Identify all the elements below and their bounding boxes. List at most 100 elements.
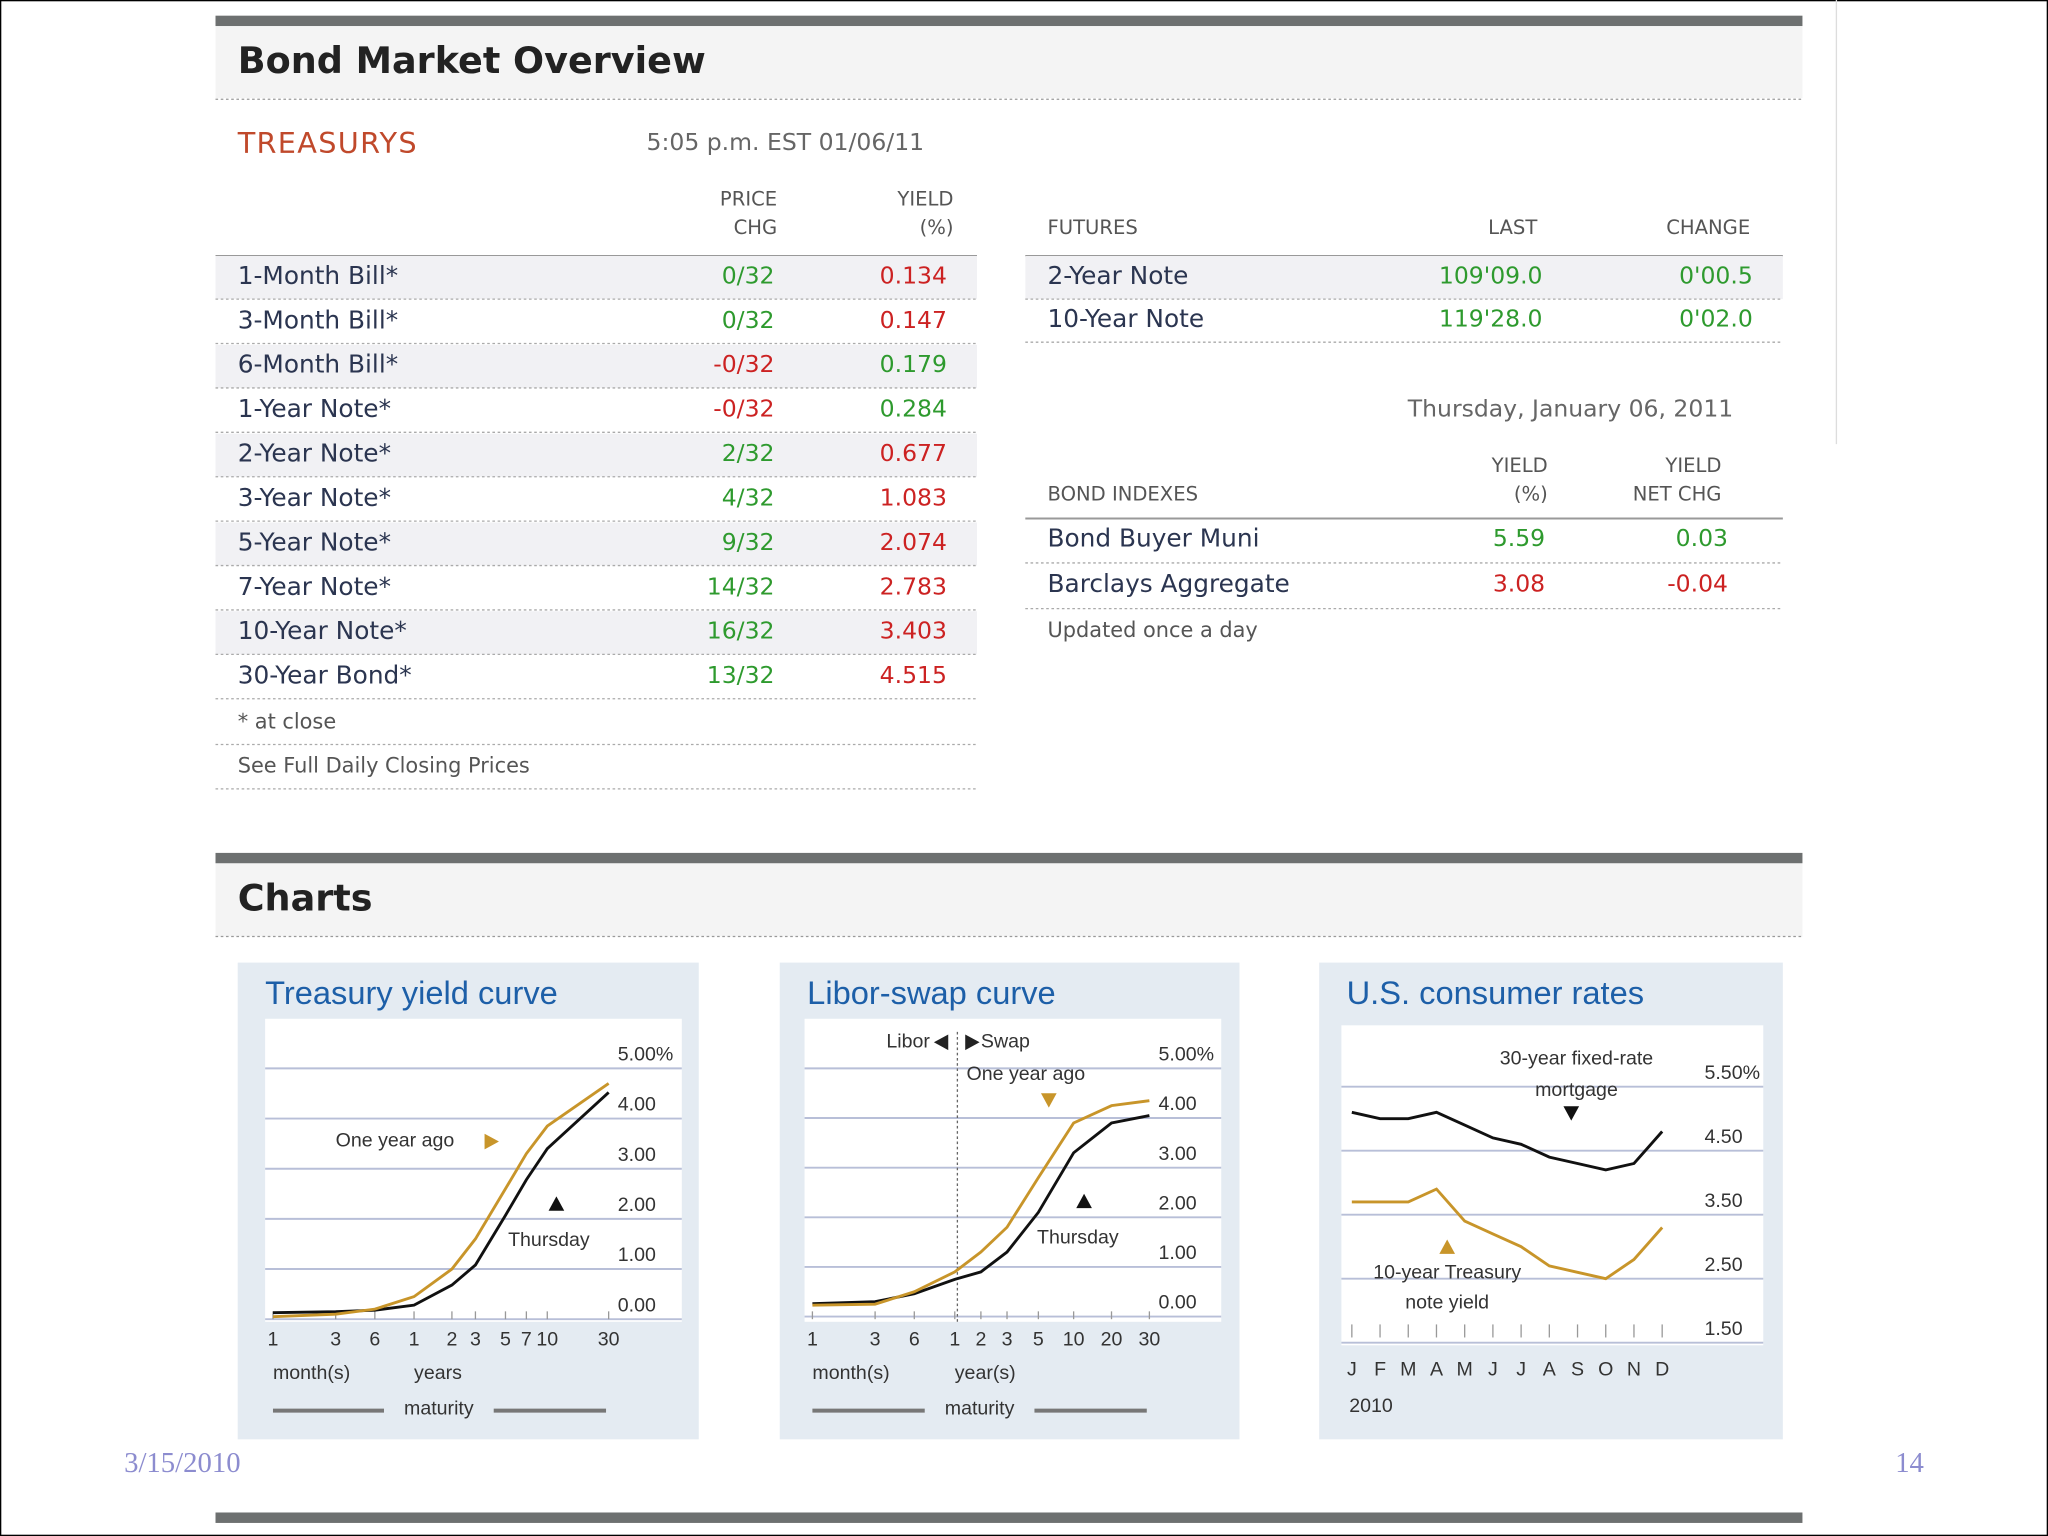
row-band — [215, 522, 977, 566]
security-name: 5-Year Note* — [238, 527, 391, 556]
price-change: 9/32 — [722, 528, 775, 556]
x-tick-label: 7 — [521, 1328, 532, 1350]
x-tick-label: 20 — [1101, 1328, 1123, 1350]
yield: 0.677 — [880, 439, 947, 467]
series-annotation: Thursday — [1037, 1226, 1119, 1248]
plot-area — [1341, 1025, 1764, 1346]
index-net-change: 0.03 — [1676, 524, 1728, 552]
yield: 0.134 — [880, 261, 947, 289]
yield: 1.083 — [880, 483, 947, 511]
price-change: 13/32 — [707, 661, 775, 689]
column-header: YIELD — [1664, 454, 1721, 477]
y-tick-label: 5.00% — [618, 1044, 674, 1066]
y-tick-label: 5.00% — [1159, 1044, 1215, 1066]
security-name: 7-Year Note* — [238, 572, 391, 601]
x-tick-label: 3 — [330, 1328, 341, 1350]
footnote: * at close — [238, 709, 336, 733]
y-tick-label: 2.50 — [1704, 1254, 1742, 1276]
future-change: 0'02.0 — [1679, 305, 1753, 333]
region-label: Swap — [981, 1030, 1030, 1052]
closing-prices-link[interactable]: See Full Daily Closing Prices — [238, 754, 530, 778]
bottom-bar — [215, 1512, 1803, 1523]
x-tick-label: 6 — [909, 1328, 920, 1350]
y-tick-label: 0.00 — [1159, 1292, 1197, 1314]
y-tick-label: 1.00 — [618, 1244, 656, 1266]
y-tick-label: 4.00 — [618, 1094, 656, 1116]
y-tick-label: 5.50% — [1704, 1062, 1760, 1084]
chart-title: Libor-swap curve — [807, 974, 1056, 1011]
column-header: NET CHG — [1633, 483, 1722, 506]
x-tick-label: S — [1571, 1358, 1584, 1380]
x-tick-label: O — [1598, 1358, 1613, 1380]
x-tick-label: A — [1430, 1358, 1444, 1380]
y-tick-label: 3.50 — [1704, 1190, 1742, 1212]
price-change: 0/32 — [722, 306, 775, 334]
x-tick-label: 5 — [1033, 1328, 1044, 1350]
security-name: 1-Month Bill* — [238, 261, 398, 290]
row-band — [215, 256, 977, 300]
region-label: Libor — [886, 1030, 930, 1052]
series-line — [1351, 1187, 1664, 1281]
series-line — [272, 1082, 610, 1319]
yield: 0.179 — [880, 350, 947, 378]
security-name: 2-Year Note* — [238, 439, 391, 468]
series-annotation: 10-year Treasury — [1373, 1262, 1521, 1284]
series-annotation: mortgage — [1535, 1079, 1618, 1101]
security-name: 30-Year Bond* — [238, 661, 412, 690]
future-name: 2-Year Note — [1048, 261, 1189, 290]
price-change: -0/32 — [713, 395, 774, 423]
column-header: BOND INDEXES — [1048, 483, 1199, 506]
series-annotation: note yield — [1405, 1292, 1489, 1314]
x-tick-label: 30 — [1138, 1328, 1160, 1350]
y-tick-label: 3.00 — [1159, 1143, 1197, 1165]
security-name: 1-Year Note* — [238, 394, 391, 423]
y-tick-label: 1.50 — [1704, 1318, 1742, 1340]
x-axis-title: maturity — [945, 1397, 1015, 1419]
x-tick-label: D — [1655, 1358, 1669, 1380]
timestamp: 5:05 p.m. EST 01/06/11 — [647, 128, 925, 156]
future-change: 0'00.5 — [1679, 261, 1753, 289]
x-tick-label: 30 — [598, 1328, 620, 1350]
x-tick-label: 1 — [949, 1328, 960, 1350]
security-name: 10-Year Note* — [238, 616, 407, 645]
series-line — [1351, 1110, 1664, 1172]
annotation-pointer — [548, 1196, 565, 1211]
index-net-change: -0.04 — [1667, 570, 1728, 598]
region-arrow — [933, 1034, 949, 1051]
price-change: 14/32 — [707, 572, 775, 600]
y-tick-label: 3.00 — [618, 1144, 656, 1166]
index-name: Bond Buyer Muni — [1048, 523, 1260, 552]
yield: 4.515 — [880, 661, 947, 689]
column-header: LAST — [1488, 216, 1538, 239]
y-tick-label: 4.50 — [1704, 1126, 1742, 1148]
x-tick-label: 1 — [807, 1328, 818, 1350]
x-tick-label: 3 — [870, 1328, 881, 1350]
column-header: YIELD — [1491, 454, 1548, 477]
y-tick-label: 0.00 — [618, 1294, 656, 1316]
page-title: Bond Market Overview — [238, 39, 706, 82]
x-tick-label: 2 — [975, 1328, 986, 1350]
x-tick-label: 3 — [1002, 1328, 1013, 1350]
x-axis-title: maturity — [404, 1397, 474, 1419]
security-name: 3-Month Bill* — [238, 305, 398, 334]
x-tick-label: N — [1627, 1358, 1641, 1380]
y-tick-label: 2.00 — [1159, 1192, 1197, 1214]
future-name: 10-Year Note — [1048, 304, 1205, 333]
yield: 2.074 — [880, 528, 947, 556]
update-note: Updated once a day — [1048, 618, 1258, 642]
annotation-pointer — [1040, 1093, 1057, 1108]
series-annotation: One year ago — [336, 1130, 455, 1152]
yield: 0.147 — [880, 306, 947, 334]
annotation-pointer — [484, 1133, 499, 1150]
x-tick-label: J — [1347, 1358, 1357, 1380]
x-tick-label: M — [1400, 1358, 1416, 1380]
y-tick-label: 1.00 — [1159, 1242, 1197, 1264]
x-tick-label: 10 — [536, 1328, 558, 1350]
future-last: 119'28.0 — [1439, 305, 1543, 333]
row-band — [215, 611, 977, 655]
column-header: (%) — [920, 216, 954, 239]
security-name: 6-Month Bill* — [238, 350, 398, 379]
annotation-pointer — [1439, 1239, 1456, 1254]
